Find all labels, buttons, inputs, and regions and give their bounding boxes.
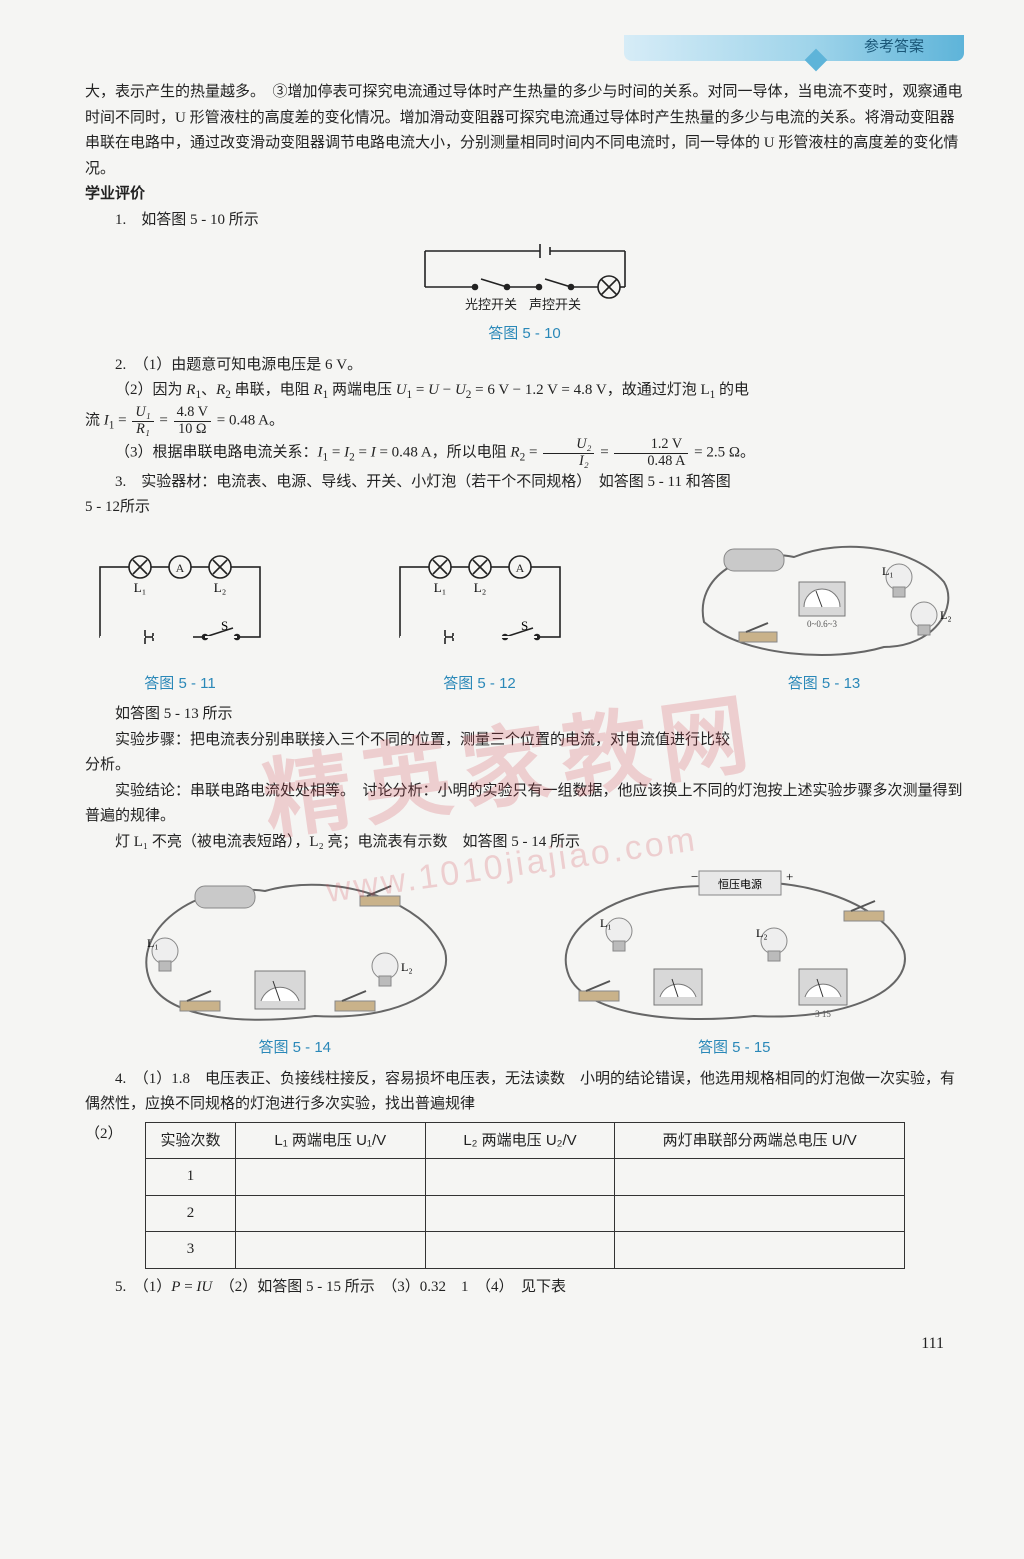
q3-line5: 灯 L₁ 不亮（被电流表短路），L₂ 亮；电流表有示数 如答图 5 - 14 所…	[85, 830, 964, 856]
header-banner: 参考答案	[624, 35, 964, 61]
table-row: 2	[146, 1195, 905, 1232]
q2-line4: （3）根据串联电路电流关系：I1 = I2 = I = 0.48 A，所以电阻 …	[85, 437, 964, 469]
svg-text:A: A	[515, 561, 524, 575]
section-heading: 学业评价	[85, 182, 964, 208]
svg-text:L₁: L₁	[147, 936, 159, 950]
svg-text:L₂: L₂	[401, 960, 413, 974]
svg-text:A: A	[176, 561, 185, 575]
figure-5-13: 0~0.6~3 L₁ L₂ 答图 5 - 13	[684, 527, 964, 703]
figure-5-15: 恒压电源 − + L₁ L₂	[544, 861, 924, 1067]
q4-line1: 4. （1）1.8 电压表正、负接线柱接反，容易损坏电压表，无法读数 小明的结论…	[85, 1067, 964, 1118]
svg-text:L₂: L₂	[940, 608, 952, 622]
svg-text:L₁: L₁	[134, 580, 146, 595]
svg-text:光控开关: 光控开关	[464, 297, 516, 312]
photo-5-13-svg: 0~0.6~3 L₁ L₂	[684, 527, 964, 667]
svg-text:+: +	[786, 869, 793, 884]
table-header-row: 实验次数 L₁ 两端电压 U₁/V L₂ 两端电压 U₂/V 两灯串联部分两端总…	[146, 1122, 905, 1159]
th-2: L₂ 两端电压 U₂/V	[425, 1122, 615, 1159]
svg-text:L₁: L₁	[600, 916, 612, 930]
photo-5-14-svg: L₁ L₂	[125, 861, 465, 1031]
svg-text:声控开关: 声控开关	[528, 297, 580, 312]
svg-text:0~0.6~3: 0~0.6~3	[807, 619, 837, 629]
q3-line4: 实验结论：串联电路电流处处相等。 讨论分析：小明的实验只有一组数据，他应该换上不…	[85, 779, 964, 830]
page-number: 111	[85, 1330, 964, 1357]
q2-line3: 流 I1 = U₁R₁ = 4.8 V10 Ω = 0.48 A。	[85, 405, 964, 437]
th-1: L₁ 两端电压 U₁/V	[235, 1122, 425, 1159]
q3-line3b: 分析。	[85, 753, 964, 779]
q3-line1: 3. 实验器材：电流表、电源、导线、开关、小灯泡（若干个不同规格） 如答图 5 …	[85, 470, 964, 496]
q1-text: 1. 如答图 5 - 10 所示	[85, 208, 964, 234]
th-0: 实验次数	[146, 1122, 236, 1159]
figure-5-12: A L₁ L₂ S 答图 5 - 12	[385, 552, 575, 703]
circuit-5-10-svg: 光控开关 声控开关	[395, 239, 655, 317]
svg-text:L₁: L₁	[433, 580, 445, 595]
header-title: 参考答案	[864, 38, 924, 55]
svg-text:L₂: L₂	[214, 580, 226, 595]
intro-paragraph: 大，表示产生的热量越多。 ③增加停表可探究电流通过导体时产生热量的多少与时间的关…	[85, 80, 964, 182]
q2-line2: （2）因为 R1、R2 串联，电阻 R1 两端电压 U1 = U − U2 = …	[85, 378, 964, 405]
svg-text:L₁: L₁	[882, 564, 894, 578]
svg-text:L₂: L₂	[756, 926, 768, 940]
figure-5-14: L₁ L₂	[125, 861, 465, 1067]
experiment-table: 实验次数 L₁ 两端电压 U₁/V L₂ 两端电压 U₂/V 两灯串联部分两端总…	[145, 1122, 905, 1269]
figure-5-10: 光控开关 声控开关 答图 5 - 10	[85, 239, 964, 347]
q3-line1b: 5 - 12所示	[85, 495, 964, 521]
circuit-5-12-svg: A L₁ L₂ S	[385, 552, 575, 667]
table-row: 1	[146, 1159, 905, 1196]
q5-line: 5. （1）P = IU （2）如答图 5 - 15 所示 （3）0.32 1 …	[85, 1275, 964, 1301]
svg-text:S: S	[221, 618, 228, 633]
circuit-5-11-svg: A L₁ L₂	[85, 552, 275, 667]
q3-line2: 如答图 5 - 13 所示	[85, 702, 964, 728]
svg-text:3 15: 3 15	[815, 1009, 831, 1019]
q4-2-label: （2）	[85, 1122, 115, 1148]
svg-text:恒压电源: 恒压电源	[718, 877, 762, 891]
fig-5-10-caption: 答图 5 - 10	[85, 321, 964, 347]
table-row: 3	[146, 1232, 905, 1269]
svg-text:−: −	[691, 869, 698, 884]
q3-line3: 实验步骤：把电流表分别串联接入三个不同的位置，测量三个位置的电流，对电流值进行比…	[85, 728, 964, 754]
figure-5-11: A L₁ L₂	[85, 552, 275, 703]
svg-text:L₂: L₂	[473, 580, 485, 595]
svg-text:S: S	[521, 618, 528, 633]
th-3: 两灯串联部分两端总电压 U/V	[615, 1122, 905, 1159]
photo-5-15-svg: 恒压电源 − + L₁ L₂	[544, 861, 924, 1031]
q2-line1: 2. （1）由题意可知电源电压是 6 V。	[85, 353, 964, 379]
